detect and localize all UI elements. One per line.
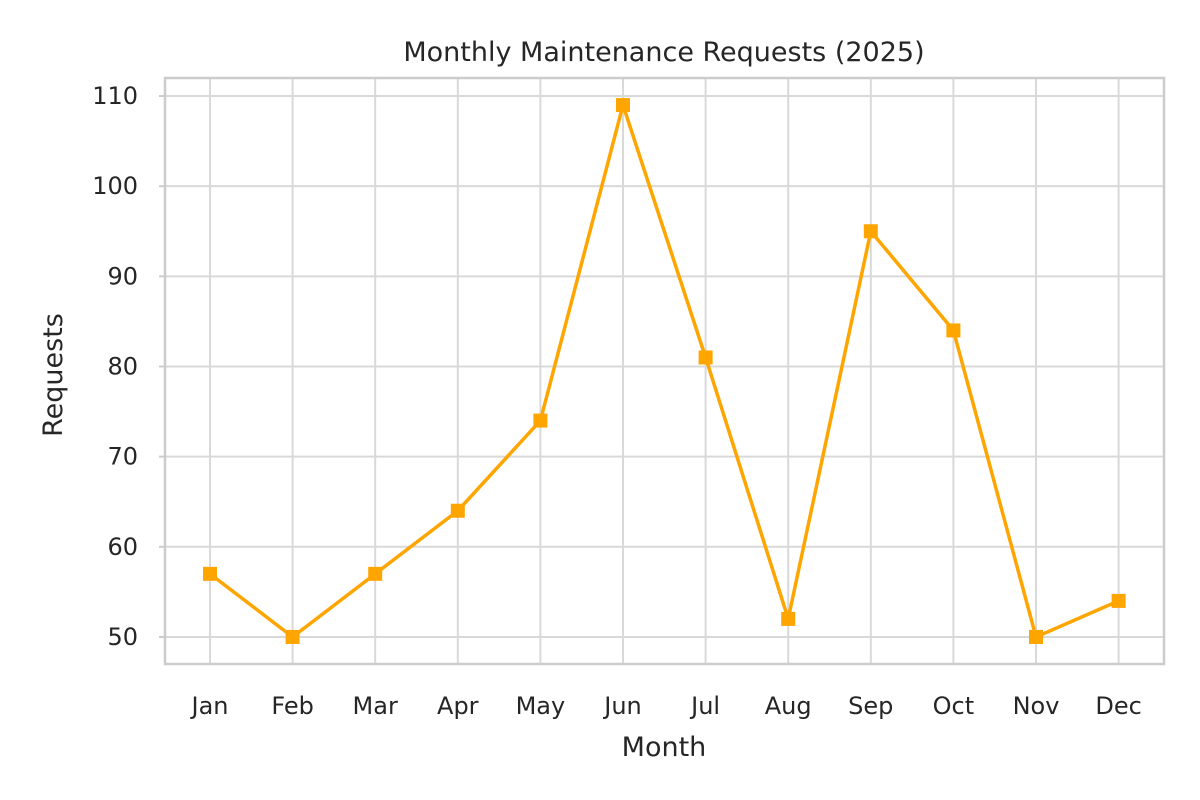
data-point-marker xyxy=(698,350,713,365)
data-point-marker xyxy=(1111,593,1126,608)
x-tick-label: Oct xyxy=(933,692,975,720)
y-axis-label: Requests xyxy=(38,313,69,437)
y-tick-label: 60 xyxy=(107,533,138,561)
data-point-marker xyxy=(368,566,383,581)
y-tick-label: 70 xyxy=(107,443,138,471)
data-point-marker xyxy=(533,413,548,428)
x-tick-label: Jan xyxy=(190,692,229,720)
x-tick-label: May xyxy=(516,692,566,720)
data-point-marker xyxy=(946,323,961,338)
plot-frame xyxy=(163,76,1166,666)
data-point-marker xyxy=(450,503,465,518)
x-tick-label: Jun xyxy=(602,692,642,720)
x-tick-label: Dec xyxy=(1095,692,1141,720)
series-line xyxy=(208,103,1120,639)
x-tick-label: Mar xyxy=(353,692,398,720)
data-point-marker xyxy=(285,629,300,644)
grid xyxy=(165,78,1164,664)
data-point-marker xyxy=(863,224,878,239)
x-tick-label: Nov xyxy=(1013,692,1060,720)
data-point-marker xyxy=(781,611,796,626)
y-tick-label: 50 xyxy=(107,623,138,651)
chart-title: Monthly Maintenance Requests (2025) xyxy=(403,37,924,68)
y-tick-label: 100 xyxy=(92,172,138,200)
x-tick-label: Apr xyxy=(437,692,479,720)
x-axis-label: Month xyxy=(622,732,707,763)
x-tick-label: Aug xyxy=(765,692,812,720)
data-point-marker xyxy=(616,98,630,113)
y-tick-label: 110 xyxy=(92,82,138,110)
y-tick-label: 90 xyxy=(107,262,138,290)
series-layer xyxy=(203,98,1126,644)
y-tick-label: 80 xyxy=(107,352,138,380)
axis-ticks: Jan Feb Mar Apr May Jun Jul Aug Sep Oct Nov Dec 50 60… xyxy=(92,82,1142,720)
x-tick-label: Jul xyxy=(689,692,720,720)
x-tick-label: Sep xyxy=(848,692,893,720)
data-point-marker xyxy=(1029,629,1043,644)
data-point-marker xyxy=(203,566,217,581)
x-tick-label: Feb xyxy=(271,692,314,720)
